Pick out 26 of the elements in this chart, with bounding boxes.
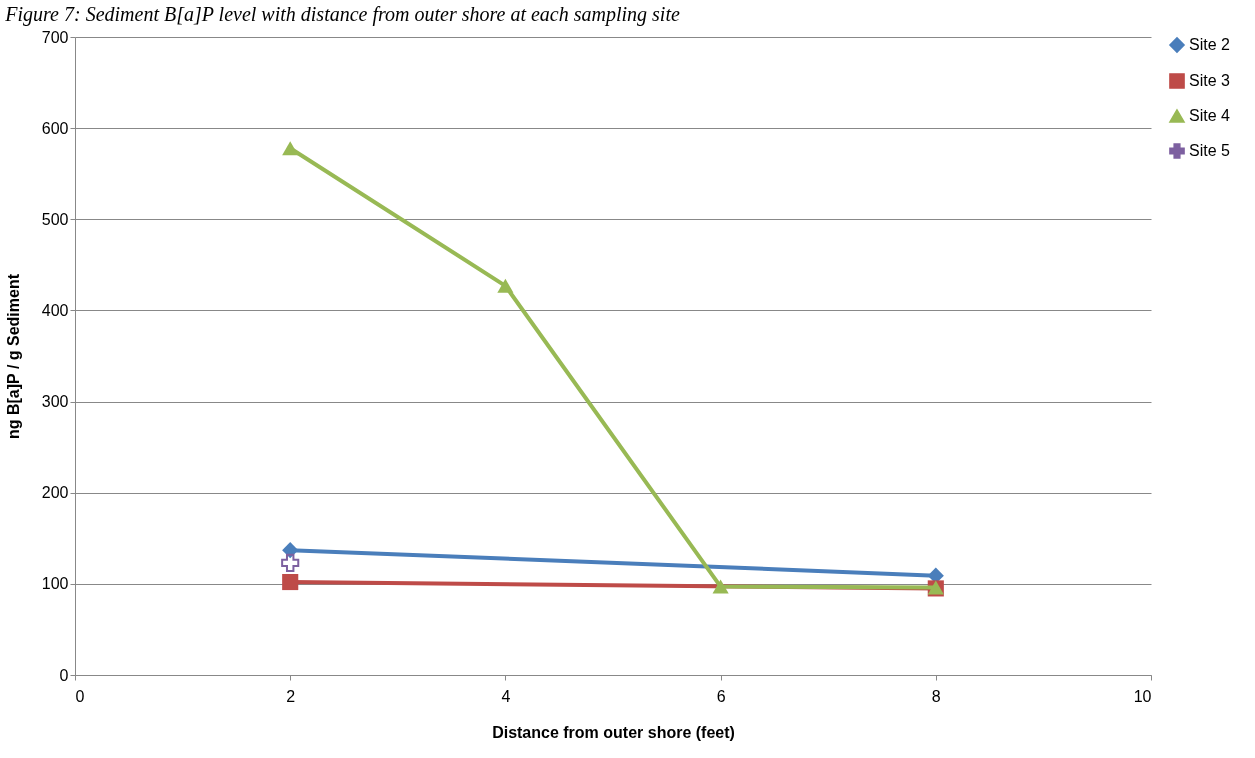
point bbox=[497, 278, 514, 293]
y-axis-title: ng B[a]P / g Sediment bbox=[4, 273, 22, 440]
x-tick-label: 2 bbox=[286, 687, 296, 705]
y-tick-label: 0 bbox=[59, 666, 69, 684]
x-tick-label: 6 bbox=[716, 687, 726, 705]
legend-label: Site 3 bbox=[1189, 72, 1231, 89]
point bbox=[281, 553, 300, 572]
y-tick-label: 500 bbox=[41, 210, 69, 228]
point bbox=[282, 573, 299, 591]
x-tick-label: 0 bbox=[75, 687, 85, 705]
x-axis-title: Distance from outer shore (feet) bbox=[492, 723, 735, 741]
y-tick-label: 200 bbox=[41, 484, 69, 502]
point bbox=[282, 141, 299, 156]
x-tick-label: 4 bbox=[501, 687, 511, 705]
y-tick-label: 400 bbox=[41, 301, 69, 319]
legend-label: Site 2 bbox=[1189, 36, 1231, 53]
legend-label: Site 4 bbox=[1189, 107, 1231, 124]
legend-label: Site 5 bbox=[1189, 142, 1231, 159]
y-tick-label: 700 bbox=[41, 28, 69, 46]
x-tick-label: 10 bbox=[1133, 687, 1152, 705]
y-tick-label: 300 bbox=[41, 393, 69, 411]
y-tick-label: 100 bbox=[41, 575, 69, 593]
point bbox=[712, 579, 729, 594]
y-tick-label: 600 bbox=[41, 119, 69, 137]
chart-title: Figure 7: Sediment B[a]P level with distance from outer shore at each sampling site bbox=[4, 3, 680, 26]
x-tick-label: 8 bbox=[931, 687, 941, 705]
